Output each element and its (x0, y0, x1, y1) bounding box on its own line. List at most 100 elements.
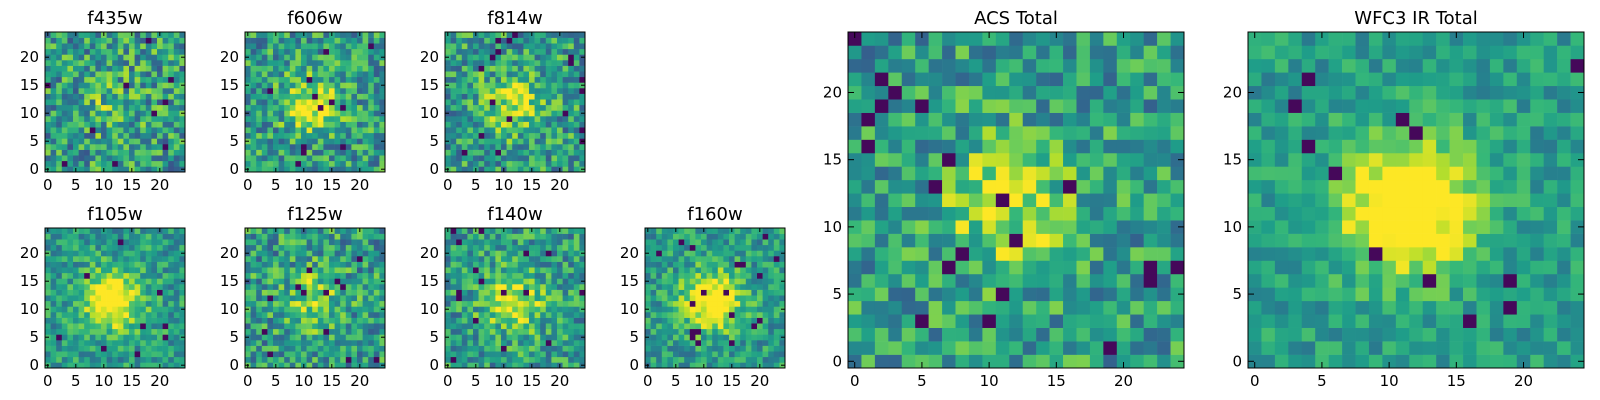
heatmap-cell (151, 65, 158, 72)
heatmap-cell (673, 317, 679, 324)
heatmap-cell (645, 295, 651, 302)
heatmap-cell (729, 261, 735, 268)
heatmap-cell (73, 54, 79, 61)
heatmap-cell (512, 261, 519, 268)
heatmap-cell (373, 121, 380, 128)
heatmap-cell (701, 244, 707, 251)
heatmap-cell (295, 155, 302, 162)
heatmap-cell (168, 116, 175, 122)
heatmap-cell (301, 340, 307, 346)
heatmap-cell (745, 323, 752, 330)
heatmap-cell (456, 239, 463, 246)
heatmap-cell (56, 149, 63, 156)
heatmap-cell (551, 228, 558, 234)
heatmap-cell (573, 312, 580, 318)
heatmap-cell (568, 110, 575, 117)
heatmap-cell (445, 340, 451, 346)
heatmap-cell (1049, 273, 1064, 288)
heatmap-cell (73, 239, 79, 246)
heatmap-cell (450, 317, 457, 324)
heatmap-cell (289, 60, 296, 66)
heatmap-cell (306, 328, 313, 335)
heatmap-cell (379, 267, 386, 274)
heatmap-cell (250, 149, 257, 156)
heatmap-cell (278, 300, 285, 307)
heatmap-cell (317, 116, 324, 122)
heatmap-cell (306, 116, 313, 122)
heatmap-cell (267, 334, 274, 341)
heatmap-cell (551, 289, 558, 296)
heatmap-cell (512, 54, 519, 61)
heatmap-cell (473, 149, 479, 156)
heatmap-cell (517, 166, 524, 173)
heatmap-cell (284, 340, 291, 346)
heatmap-cell (245, 323, 251, 330)
heatmap-cell (295, 104, 302, 111)
heatmap-cell (179, 48, 186, 55)
heatmap-cell (551, 278, 558, 285)
heatmap-cell (1157, 179, 1171, 194)
heatmap-cell (312, 323, 319, 330)
heatmap-cell (45, 289, 51, 296)
heatmap-cell (729, 312, 735, 318)
heatmap-cell (284, 166, 291, 173)
heatmap-cell (506, 127, 513, 134)
heatmap-cell (295, 110, 302, 117)
heatmap-cell (445, 48, 451, 55)
heatmap-cell (89, 144, 96, 150)
heatmap-cell (334, 43, 341, 50)
heatmap-cell (61, 37, 68, 44)
heatmap-cell (117, 261, 124, 268)
heatmap-cell (289, 244, 296, 251)
heatmap-cell (557, 284, 563, 290)
heatmap-cell (723, 284, 730, 290)
heatmap-cell (523, 65, 530, 72)
heatmap-cell (301, 289, 307, 296)
heatmap-cell (523, 127, 530, 134)
heatmap-cell (661, 317, 668, 324)
heatmap-cell (656, 261, 663, 268)
heatmap-cell (529, 351, 535, 358)
heatmap-cell (45, 155, 51, 162)
heatmap-cell (773, 300, 780, 307)
x-tick-label: 20 (550, 176, 569, 194)
heatmap-cell (489, 356, 496, 363)
heatmap-cell (445, 256, 451, 262)
heatmap-cell (695, 233, 702, 240)
heatmap-cell (284, 267, 291, 274)
heatmap-cell (261, 306, 268, 313)
heatmap-cell (473, 48, 479, 55)
heatmap-cell (162, 88, 169, 94)
heatmap-cell (129, 149, 135, 156)
heatmap-cell (284, 323, 291, 330)
heatmap-cell (95, 166, 102, 173)
heatmap-cell (523, 340, 530, 346)
heatmap-cell (351, 300, 358, 307)
heatmap-cell (717, 351, 724, 358)
heatmap-cell (162, 228, 169, 234)
heatmap-cell (256, 233, 263, 240)
heatmap-cell (534, 328, 541, 335)
heatmap-cell (461, 250, 468, 257)
heatmap-cell (368, 340, 375, 346)
heatmap-cell (489, 138, 496, 145)
heatmap-cell (329, 306, 335, 313)
heatmap-cell (1089, 166, 1104, 181)
heatmap-cell (540, 76, 547, 83)
heatmap-cell (551, 88, 558, 94)
heatmap-cell (56, 65, 63, 72)
heatmap-cell (1089, 206, 1104, 221)
heatmap-cell (467, 323, 474, 330)
heatmap-cell (140, 32, 147, 38)
heatmap-cell (84, 250, 91, 257)
heatmap-cell (245, 239, 251, 246)
heatmap-cell (145, 127, 152, 134)
heatmap-cell (373, 127, 380, 134)
heatmap-cell (478, 295, 485, 302)
heatmap-cell (529, 323, 535, 330)
heatmap-cell (562, 340, 569, 346)
heatmap-cell (673, 233, 679, 240)
heatmap-cell (301, 48, 307, 55)
heatmap-cell (173, 149, 180, 156)
heatmap-cell (67, 278, 74, 285)
